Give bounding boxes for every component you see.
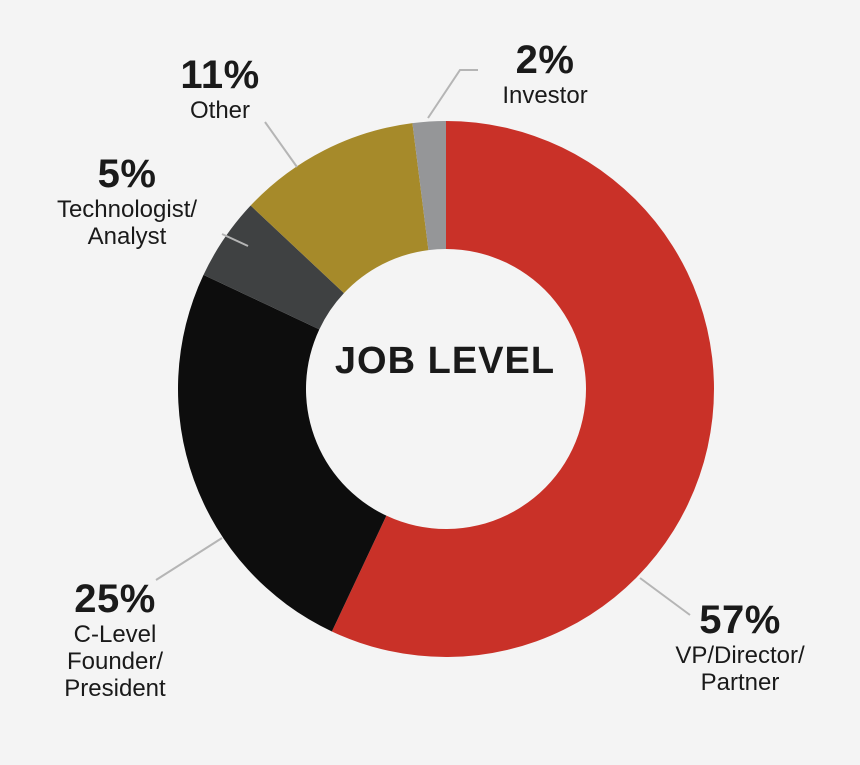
label-c-level: 25% C-Level Founder/ President — [20, 577, 210, 702]
label-vp-director-partner: 57% VP/Director/ Partner — [640, 598, 840, 697]
slice-vp-director-partner — [331, 121, 715, 658]
slice-cat-vp-director-partner-1: VP/Director/ — [675, 641, 805, 669]
slice-cat-other-1: Other — [189, 96, 251, 124]
slice-pct-other: 11% — [180, 53, 260, 97]
leader-line-vp-director-partner — [639, 577, 691, 616]
slice-cat-technologist-analyst-2: Analyst — [87, 222, 167, 250]
slice-pct-investor: 2% — [515, 38, 575, 82]
slice-cat-c-level-2: Founder/ — [66, 647, 164, 675]
slice-other — [250, 123, 429, 294]
slice-technologist-analyst — [203, 205, 344, 330]
leader-line-other — [264, 121, 298, 168]
label-technologist-analyst: 5% Technologist/ Analyst — [22, 152, 232, 251]
leader-line-investor — [427, 69, 478, 119]
slice-pct-technologist-analyst: 5% — [97, 152, 157, 196]
slice-pct-vp-director-partner: 57% — [699, 598, 781, 642]
slice-cat-c-level-1: C-Level — [73, 620, 157, 648]
slice-cat-c-level-3: President — [64, 674, 166, 702]
leader-line-c-level — [155, 537, 223, 581]
slice-cat-technologist-analyst-1: Technologist/ — [56, 195, 198, 223]
slice-cat-vp-director-partner-2: Partner — [700, 668, 780, 696]
chart-title-text: JOB LEVEL — [334, 340, 556, 382]
slice-cat-investor-1: Investor — [502, 81, 588, 109]
label-other: 11% Other — [160, 53, 280, 125]
slice-investor — [412, 121, 446, 251]
leader-line-technologist-analyst — [221, 233, 249, 247]
slice-pct-c-level: 25% — [74, 577, 156, 621]
slice-c-level — [178, 274, 387, 632]
label-investor: 2% Investor — [470, 38, 620, 110]
chart-title: JOB LEVEL — [330, 340, 560, 384]
